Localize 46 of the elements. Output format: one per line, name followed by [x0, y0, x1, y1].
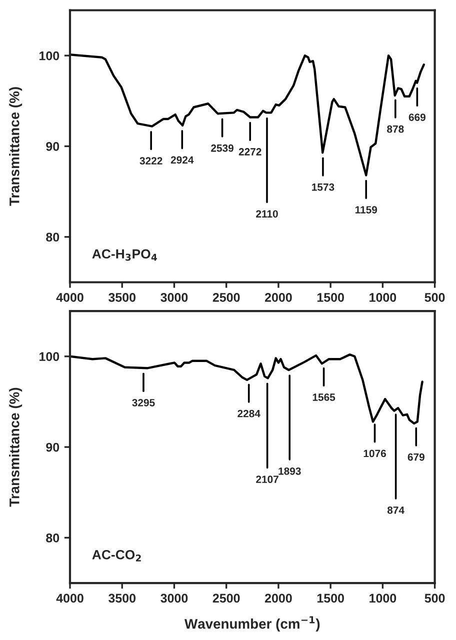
annotation: 2110 — [256, 210, 278, 218]
x-tick-label: 1000 — [370, 594, 396, 603]
annotation: 1159 — [355, 206, 378, 214]
y-tick-label: 80 — [46, 534, 60, 542]
annotation: 1573 — [312, 183, 334, 191]
x-tick-label: 1500 — [317, 292, 344, 302]
y-tick-label: 90 — [46, 142, 60, 151]
x-tick-label: 3000 — [160, 292, 188, 302]
x-tick-label: 3500 — [108, 292, 136, 302]
y-axis-title: Transmittance (%) — [9, 87, 22, 206]
annotation: 2284 — [238, 410, 260, 418]
annotation: AC-H$_{3}$PO$_{4}$ — [92, 249, 157, 261]
line-series — [70, 353, 424, 425]
y-tick-label: 80 — [46, 232, 60, 242]
annotation: 1076 — [364, 450, 386, 458]
x-tick-label: 3000 — [160, 594, 188, 603]
x-tick-label: 500 — [424, 292, 445, 302]
annotation: 3295 — [132, 398, 155, 406]
line-series — [70, 54, 425, 176]
y-tick-label: 100 — [40, 51, 60, 60]
x-tick-label: 4000 — [56, 292, 84, 302]
annotation: 3222 — [140, 157, 162, 165]
annotation: 878 — [387, 125, 404, 133]
annotation: 874 — [387, 506, 404, 514]
y-tick-label: 90 — [46, 442, 60, 452]
annotation: 2924 — [170, 156, 194, 164]
x-axis-title: Wavenumber (cm$^{−1}$) — [184, 616, 320, 632]
x-tick-label: 2000 — [264, 594, 292, 603]
annotation: 1565 — [312, 394, 336, 401]
annotation: AC-CO$_{2}$ — [92, 550, 141, 562]
x-tick-label: 1500 — [317, 594, 344, 603]
y-tick-label: 100 — [40, 352, 60, 362]
annotation: 679 — [408, 453, 424, 461]
x-tick-label: 2000 — [264, 292, 292, 302]
x-tick-label: 1000 — [370, 292, 396, 302]
annotation: 669 — [408, 114, 426, 121]
annotation: 2107 — [256, 476, 278, 484]
annotation: 2272 — [238, 148, 262, 156]
annotation: 2539 — [211, 144, 234, 152]
x-tick-label: 500 — [424, 594, 445, 603]
annotation: 1893 — [278, 467, 301, 475]
x-tick-label: 3500 — [108, 594, 136, 603]
x-tick-label: 2500 — [212, 594, 240, 603]
x-tick-label: 4000 — [56, 594, 84, 603]
x-tick-label: 2500 — [212, 292, 240, 302]
y-axis-title: Transmittance (%) — [9, 388, 22, 507]
